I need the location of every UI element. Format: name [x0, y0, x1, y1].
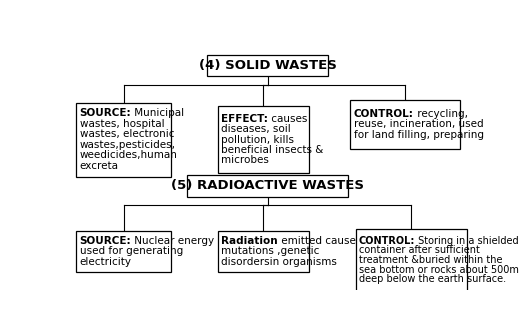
FancyBboxPatch shape: [76, 102, 171, 177]
Text: for land filling, preparing: for land filling, preparing: [354, 130, 484, 140]
Text: container after sufficient: container after sufficient: [359, 245, 480, 255]
Text: wastes,pesticides,: wastes,pesticides,: [80, 140, 175, 150]
Text: used for generating: used for generating: [80, 246, 183, 256]
Text: wastes, electronic: wastes, electronic: [80, 129, 174, 139]
Text: Storing in a shielded: Storing in a shielded: [415, 236, 519, 245]
Text: SOURCE:: SOURCE:: [80, 109, 131, 118]
Text: Municipal: Municipal: [131, 109, 184, 118]
Text: deep below the earth surface.: deep below the earth surface.: [359, 274, 506, 285]
Text: beneficial insects &: beneficial insects &: [221, 145, 324, 155]
FancyBboxPatch shape: [207, 55, 328, 76]
FancyBboxPatch shape: [218, 106, 309, 173]
FancyBboxPatch shape: [218, 230, 309, 272]
FancyBboxPatch shape: [187, 175, 349, 197]
Text: (4) SOLID WASTES: (4) SOLID WASTES: [198, 59, 337, 72]
Text: recycling,: recycling,: [413, 109, 468, 119]
Text: causes: causes: [268, 114, 307, 124]
Text: diseases, soil: diseases, soil: [221, 124, 291, 134]
Text: pollution, kills: pollution, kills: [221, 135, 294, 144]
Text: emitted cause: emitted cause: [278, 236, 355, 246]
Text: reuse, incineration, used: reuse, incineration, used: [354, 119, 483, 129]
FancyBboxPatch shape: [350, 100, 460, 149]
Text: Nuclear energy: Nuclear energy: [131, 236, 215, 246]
Text: CONTROL:: CONTROL:: [354, 109, 413, 119]
Text: SOURCE:: SOURCE:: [80, 236, 131, 246]
Text: electricity: electricity: [80, 257, 132, 267]
FancyBboxPatch shape: [355, 229, 467, 291]
Text: microbes: microbes: [221, 156, 269, 165]
Text: EFFECT:: EFFECT:: [221, 114, 268, 124]
Text: treatment &buried within the: treatment &buried within the: [359, 255, 502, 265]
FancyBboxPatch shape: [76, 230, 171, 272]
Text: disordersin organisms: disordersin organisms: [221, 257, 337, 267]
Text: sea bottom or rocks about 500m: sea bottom or rocks about 500m: [359, 265, 519, 275]
Text: CONTROL:: CONTROL:: [359, 236, 415, 245]
Text: (5) RADIOACTIVE WASTES: (5) RADIOACTIVE WASTES: [171, 180, 364, 192]
Text: wastes, hospital: wastes, hospital: [80, 119, 164, 129]
Text: weedicides,human: weedicides,human: [80, 150, 177, 160]
Text: excreta: excreta: [80, 161, 118, 170]
Text: mutations ,genetic: mutations ,genetic: [221, 246, 319, 256]
Text: Radiation: Radiation: [221, 236, 278, 246]
